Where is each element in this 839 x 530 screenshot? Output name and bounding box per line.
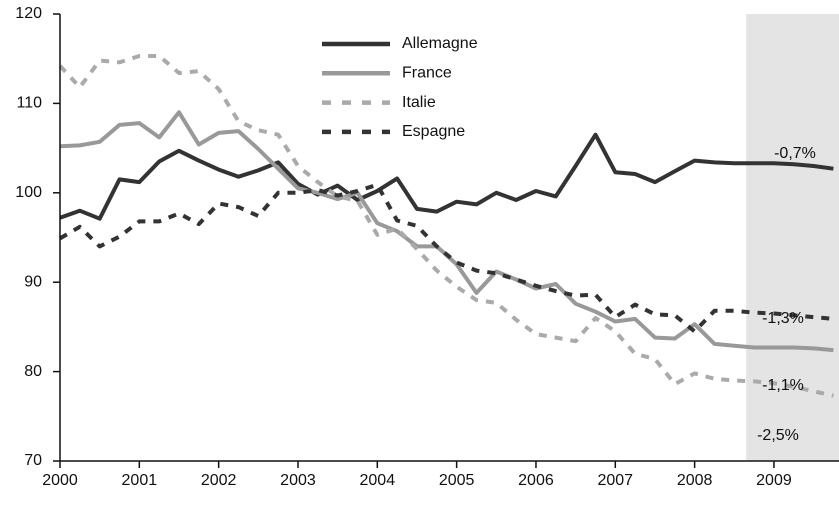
x-tick-label: 2009 — [756, 472, 792, 489]
series-line — [59, 132, 834, 221]
y-tick-label: 70 — [24, 452, 42, 469]
x-tick-label: 2000 — [42, 472, 78, 489]
annotation: -0,7% — [774, 145, 816, 162]
x-tick-label: 2003 — [280, 472, 316, 489]
series-line — [59, 110, 834, 353]
y-tick-label: 80 — [24, 363, 42, 380]
legend-label: France — [402, 65, 452, 82]
x-tick-label: 2002 — [201, 472, 237, 489]
y-tick-label: 90 — [24, 273, 42, 290]
x-tick-label: 2005 — [439, 472, 475, 489]
annotation: -1,1% — [762, 377, 804, 394]
x-tick-label: 2008 — [677, 472, 713, 489]
y-tick-label: 100 — [15, 184, 42, 201]
x-tick-label: 2006 — [518, 472, 554, 489]
x-tick-label: 2001 — [122, 472, 158, 489]
series-line — [58, 54, 834, 398]
legend-label: Espagne — [402, 123, 465, 140]
x-tick-label: 2004 — [360, 472, 396, 489]
legend-label: Italie — [402, 94, 436, 111]
y-tick-label: 120 — [15, 5, 42, 22]
annotation: -1,3% — [762, 310, 804, 327]
series-line — [58, 182, 834, 334]
y-tick-label: 110 — [16, 95, 42, 112]
legend-label: Allemagne — [402, 35, 478, 52]
x-tick-label: 2007 — [597, 472, 633, 489]
annotation: -2,5% — [757, 427, 799, 444]
